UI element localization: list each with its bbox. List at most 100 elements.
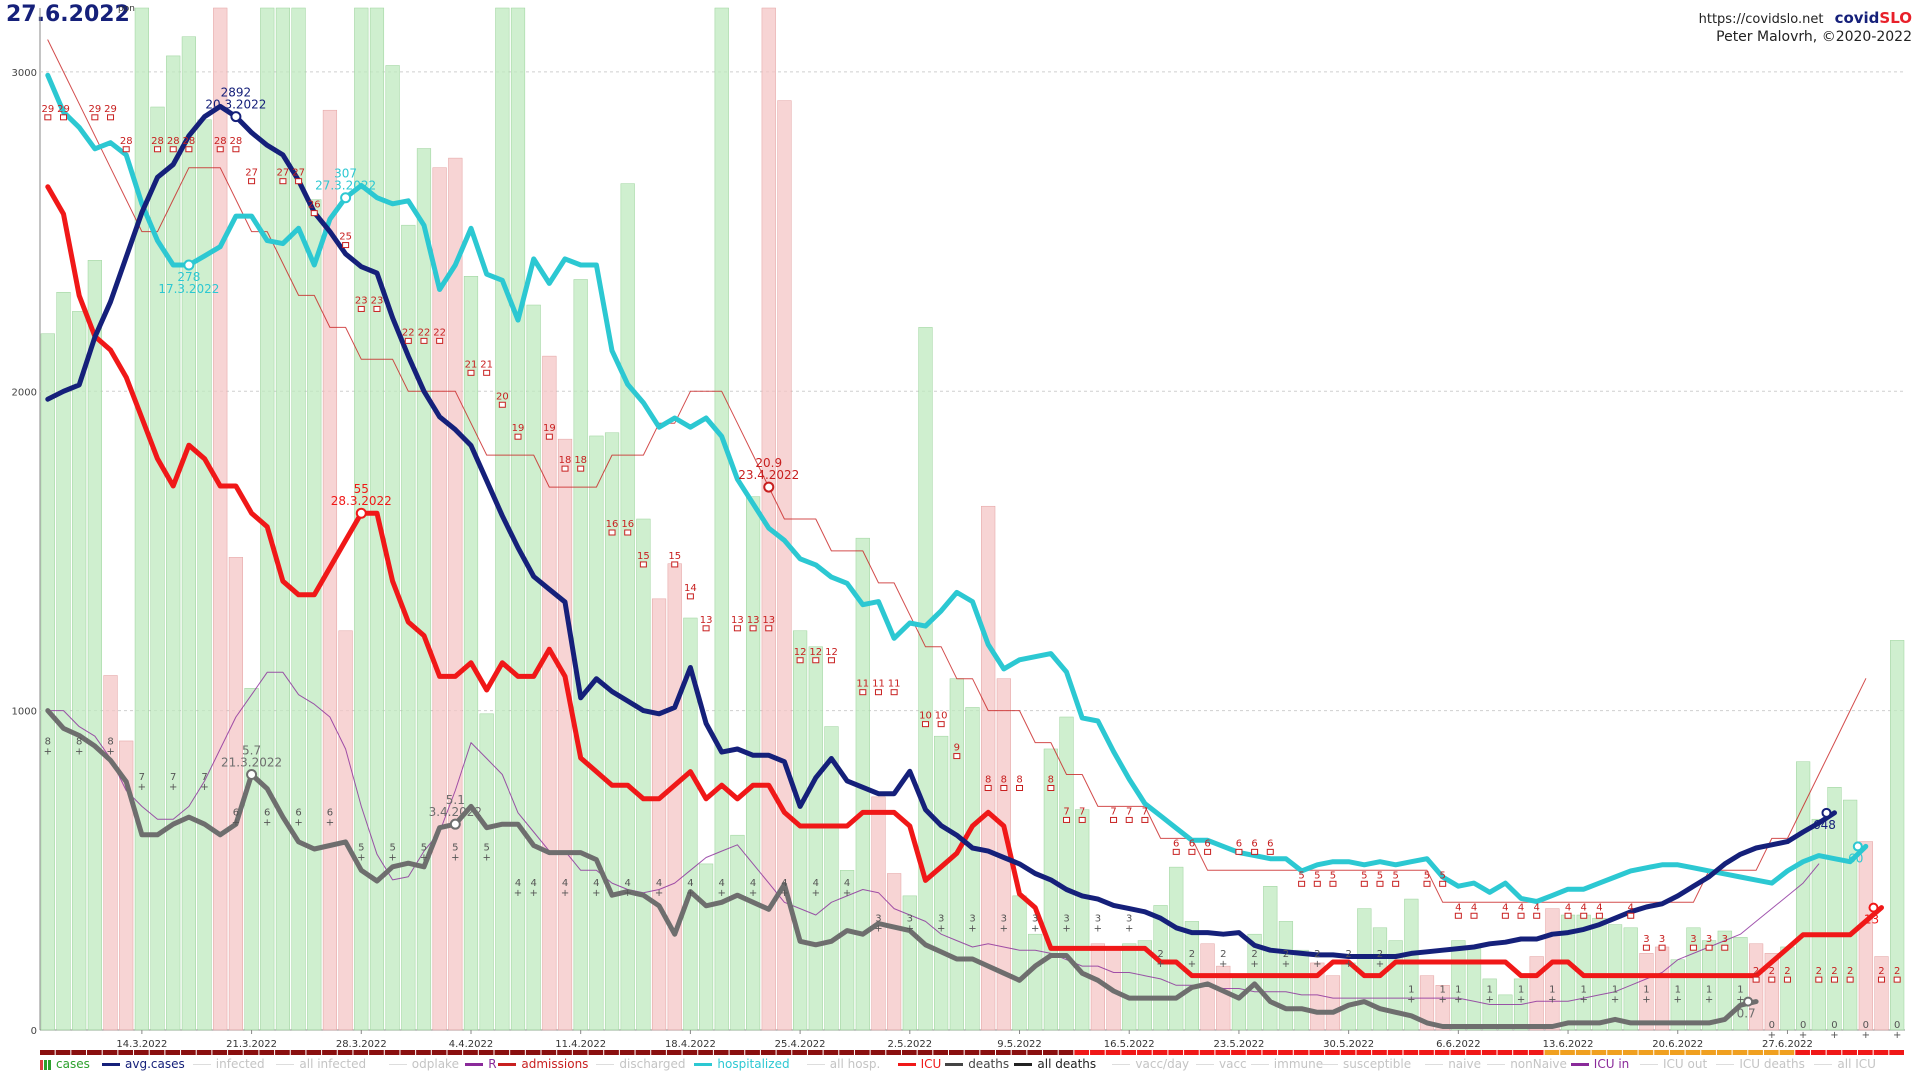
admissions-value-label: 4 [1518, 902, 1524, 913]
admissions-value-label: 29 [41, 104, 54, 115]
icu-in-value-label: 0 [1800, 1020, 1806, 1031]
legend-swatch [1640, 1064, 1658, 1065]
annotation-value: 5.1 [446, 793, 465, 807]
case-bar [620, 183, 635, 1031]
admissions-value-label: 4 [1471, 902, 1477, 913]
case-bar [1137, 940, 1152, 1031]
admissions-marker [812, 657, 820, 664]
admissions-marker [310, 210, 318, 217]
admissions-value-label: 16 [606, 519, 619, 530]
end-label: 648 [1813, 818, 1836, 832]
icu-in-value-label: 7 [170, 772, 176, 783]
timeline-segment [651, 1050, 666, 1055]
case-bar [416, 148, 432, 1031]
icu-in-marker: + [937, 924, 945, 935]
admissions-value-label: 3 [1722, 934, 1728, 945]
timeline-segment [1246, 1050, 1262, 1055]
annotation-date: 23.4.2022 [738, 468, 799, 482]
icu-in-value-label: 8 [76, 736, 82, 747]
case-bar [824, 726, 839, 1031]
legend-item-icu[interactable]: ICU [897, 1057, 941, 1071]
timeline-segment [1403, 1050, 1419, 1055]
case-bar [1796, 761, 1811, 1031]
timeline-segment [729, 1050, 745, 1055]
legend-item-all-deaths[interactable]: all deaths [1014, 1057, 1096, 1071]
icu-in-marker: + [388, 853, 396, 864]
admissions-value-label: 7 [1063, 806, 1069, 817]
admissions-marker [1830, 976, 1838, 983]
legend-item-odplake[interactable]: odplake [388, 1057, 459, 1071]
case-bar [1090, 943, 1105, 1031]
admissions-marker [1078, 816, 1086, 823]
admissions-value-label: 3 [1706, 934, 1712, 945]
legend-label: discharged [619, 1057, 686, 1071]
legend-item-vacc[interactable]: vacc [1196, 1057, 1247, 1071]
end-point [1852, 841, 1863, 852]
icu-in-marker: + [624, 888, 632, 899]
legend-item-admissions[interactable]: admissions [498, 1057, 588, 1071]
admissions-marker [169, 146, 177, 153]
legend-item-icu-in[interactable]: ICU in [1570, 1057, 1629, 1071]
timeline-segment [1685, 1050, 1701, 1055]
r-line [47, 671, 1820, 1005]
legend-item-naive[interactable]: naive [1425, 1057, 1481, 1071]
case-bar [1325, 975, 1341, 1031]
legend-item-r[interactable]: R [465, 1057, 497, 1071]
legend-item-cases[interactable]: cases [40, 1057, 90, 1071]
timeline-segment [1481, 1050, 1497, 1055]
admissions-value-label: 4 [1596, 902, 1602, 913]
admissions-marker [671, 561, 679, 568]
legend-item-all-icu[interactable]: all ICU [1814, 1057, 1876, 1071]
y-tick-label: 3000 [12, 68, 37, 79]
timeline-segment [760, 1050, 776, 1055]
legend-item-avg-cases[interactable]: avg.cases [102, 1057, 185, 1071]
legend-item-vacc-day[interactable]: vacc/day [1112, 1057, 1189, 1071]
admissions-value-label: 11 [872, 679, 885, 690]
legend-item-susceptible[interactable]: susceptible [1320, 1057, 1411, 1071]
admissions-marker [279, 178, 287, 185]
case-bar [698, 863, 714, 1031]
timeline-segment [431, 1050, 447, 1055]
icu-in-marker: + [1344, 959, 1352, 970]
admissions-value-label: 2 [1878, 966, 1884, 977]
x-tick-label: 21.3.2022 [226, 1039, 277, 1050]
site-url[interactable]: https://covidslo.net [1698, 12, 1824, 27]
case-bar [1419, 975, 1435, 1031]
timeline-segment [1356, 1050, 1372, 1055]
x-tick-label: 2.5.2022 [888, 1039, 933, 1050]
timeline-segment [478, 1050, 494, 1055]
admissions-marker [1329, 880, 1337, 887]
timeline-segment [1607, 1050, 1622, 1055]
x-tick-label: 11.4.2022 [555, 1039, 606, 1050]
annotation-point [763, 481, 775, 493]
admissions-marker [1627, 912, 1635, 919]
icu-in-value-label: 8 [107, 736, 113, 747]
icu-in-value-label: 1 [1643, 985, 1649, 996]
legend-item-immune[interactable]: immune [1250, 1057, 1323, 1071]
legend-item-all-hosp-[interactable]: all hosp. [806, 1057, 880, 1071]
timeline-segment [149, 1050, 165, 1055]
legend-item-icu-deaths[interactable]: ICU deaths [1716, 1057, 1805, 1071]
legend-swatch [276, 1064, 295, 1065]
case-bar [1043, 748, 1058, 1031]
legend-item-all-infected[interactable]: all infected [276, 1057, 366, 1071]
legend-item-discharged[interactable]: discharged [596, 1057, 686, 1071]
admissions-value-label: 8 [985, 775, 991, 786]
admissions-value-label: 15 [637, 551, 650, 562]
legend-item-hospitalized[interactable]: hospitalized [694, 1057, 790, 1071]
timeline-segment [463, 1050, 478, 1055]
legend-item-infected[interactable]: infected [192, 1057, 265, 1071]
legend-item-deaths[interactable]: deaths [945, 1057, 1009, 1071]
legend-item-icu-out[interactable]: ICU out [1640, 1057, 1707, 1071]
timeline-segment [1011, 1050, 1027, 1055]
icu-in-value-label: 5 [421, 843, 427, 854]
legend-item-nonnaive[interactable]: nonNaive [1487, 1057, 1567, 1071]
admissions-value-label: 13 [700, 615, 713, 626]
legend-label: nonNaive [1510, 1057, 1567, 1071]
admissions-marker [1705, 944, 1713, 951]
x-tick-label: 6.6.2022 [1436, 1039, 1481, 1050]
case-bar [667, 563, 682, 1031]
admissions-marker [1470, 912, 1478, 919]
admissions-marker [420, 337, 428, 344]
case-bar [887, 873, 902, 1031]
